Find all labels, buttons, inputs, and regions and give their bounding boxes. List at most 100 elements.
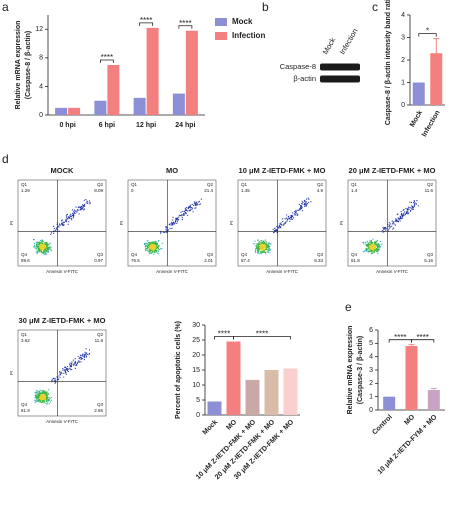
- event-dot: [403, 212, 405, 215]
- event-dot: [46, 243, 48, 245]
- event-dot: [48, 250, 50, 253]
- event-dot: [368, 245, 370, 247]
- event-dot: [82, 355, 84, 357]
- event-dot: [175, 219, 177, 221]
- y-tick-label: 1: [369, 394, 373, 401]
- event-dot: [83, 205, 85, 207]
- event-dot: [40, 242, 42, 245]
- event-dot: [151, 246, 153, 248]
- event-dot: [74, 212, 76, 214]
- event-dot: [63, 376, 65, 378]
- event-dot: [174, 220, 177, 222]
- event-dot: [151, 250, 154, 252]
- significance-bracket: [233, 336, 291, 340]
- event-dot: [44, 246, 46, 249]
- event-dot: [161, 242, 163, 244]
- event-dot: [191, 206, 193, 209]
- event-dot: [44, 253, 47, 255]
- event-dot: [252, 243, 255, 245]
- event-dot: [78, 360, 80, 362]
- event-dot: [78, 209, 80, 211]
- event-dot: [89, 202, 91, 204]
- event-dot: [82, 207, 84, 209]
- event-dot: [291, 218, 293, 220]
- event-dot: [404, 211, 406, 213]
- event-dot: [77, 361, 79, 363]
- event-dot: [79, 206, 81, 208]
- event-dot: [371, 242, 374, 244]
- quadrant-value: 1.29: [21, 188, 30, 193]
- event-dot: [171, 222, 174, 224]
- event-dot: [304, 204, 306, 206]
- event-dot: [267, 249, 269, 251]
- event-dot: [170, 223, 172, 225]
- event-dot: [81, 207, 83, 209]
- x-tick-label: Control: [371, 414, 394, 437]
- event-dot: [55, 227, 58, 229]
- significance-label: ****: [218, 330, 230, 339]
- event-dot: [34, 402, 36, 404]
- event-dot: [76, 363, 79, 365]
- event-dot: [282, 218, 284, 220]
- event-dot: [256, 251, 259, 253]
- event-dot: [44, 243, 46, 245]
- event-dot: [156, 245, 158, 248]
- event-dot: [261, 240, 263, 242]
- event-dot: [50, 233, 52, 235]
- event-dot: [159, 232, 162, 234]
- event-dot: [74, 362, 76, 364]
- event-dot: [42, 243, 44, 245]
- event-dot: [409, 201, 411, 203]
- event-dot: [48, 249, 50, 251]
- event-dot: [59, 371, 61, 373]
- event-dot: [156, 246, 159, 248]
- event-dot: [165, 228, 167, 231]
- event-dot: [41, 251, 43, 253]
- event-dot: [46, 400, 48, 402]
- event-dot: [151, 241, 153, 243]
- event-dot: [45, 250, 47, 253]
- event-dot: [194, 207, 196, 209]
- quadrant-label: Q2: [427, 182, 434, 187]
- y-tick-label: 2: [401, 57, 405, 64]
- significance-bracket: [139, 22, 154, 26]
- event-dot: [279, 226, 281, 228]
- event-dot: [372, 250, 374, 253]
- panel-label: b: [262, 0, 269, 14]
- event-dot: [78, 357, 80, 360]
- quadrant-value: 11.6: [425, 188, 434, 193]
- event-dot: [187, 214, 189, 217]
- event-dot: [297, 209, 299, 211]
- bar: [405, 346, 418, 410]
- event-dot: [38, 399, 40, 401]
- event-dot: [170, 221, 173, 223]
- event-dot: [50, 401, 52, 403]
- event-dot: [38, 393, 40, 395]
- event-dot: [276, 228, 278, 231]
- event-dot: [79, 356, 82, 358]
- event-dot: [369, 248, 372, 250]
- bar: [430, 53, 443, 105]
- event-dot: [69, 214, 71, 216]
- event-dot: [152, 245, 155, 248]
- event-dot: [412, 208, 414, 210]
- event-dot: [264, 239, 267, 241]
- event-dot: [391, 225, 393, 227]
- event-dot: [37, 241, 39, 243]
- event-dot: [368, 250, 370, 253]
- event-dot: [264, 240, 266, 242]
- event-dot: [33, 242, 36, 244]
- event-dot: [388, 222, 390, 224]
- flow-frame: [347, 179, 437, 267]
- event-dot: [304, 202, 306, 204]
- event-dot: [45, 402, 47, 404]
- bar: [427, 390, 440, 410]
- event-dot: [364, 250, 366, 252]
- event-dot: [143, 242, 146, 245]
- event-dot: [44, 248, 46, 250]
- event-dot: [155, 246, 157, 248]
- event-dot: [269, 248, 271, 251]
- event-dot: [43, 248, 45, 250]
- event-dot: [401, 216, 404, 218]
- event-dot: [149, 242, 151, 244]
